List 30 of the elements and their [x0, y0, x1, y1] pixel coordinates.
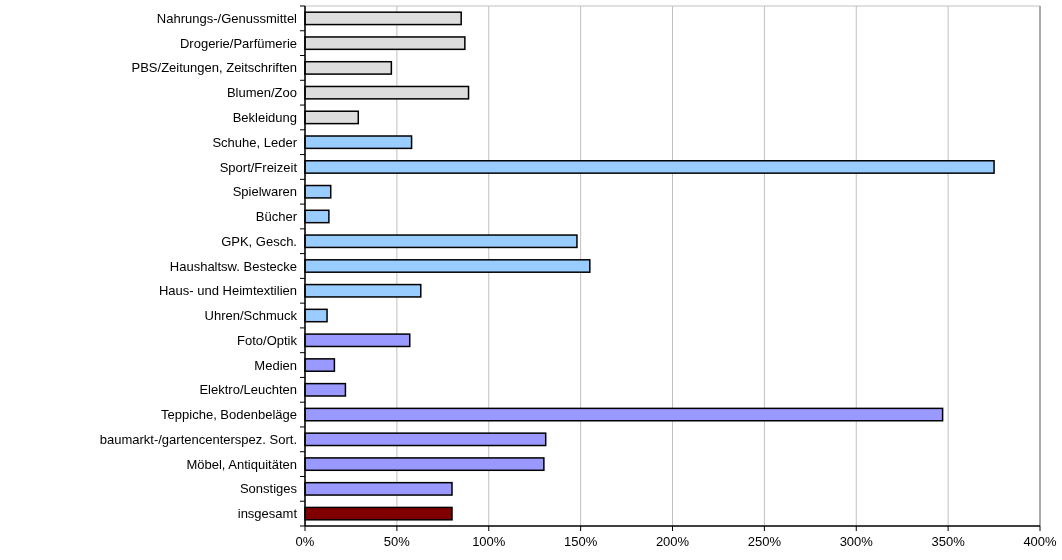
y-tick-label: Bekleidung [232, 109, 297, 125]
x-tick-label: 400% [1023, 534, 1058, 549]
y-tick-label: Nahrungs-/Genussmittel [156, 10, 298, 26]
y-tick-label: Elektro/Leuchten [199, 382, 297, 398]
x-tick-label: 350% [931, 534, 966, 549]
y-tick-label: Teppiche, Bodenbeläge [161, 407, 297, 423]
y-tick-label: Bücher [255, 209, 298, 225]
x-tick-label: 100% [472, 534, 506, 549]
y-tick-label: PBS/Zeitungen, Zeitschriften [131, 60, 297, 76]
x-tick-label: 200% [655, 534, 690, 549]
y-tick-label: Foto/Optik [237, 332, 298, 348]
y-tick-label: Schuhe, Leder [212, 134, 298, 150]
x-tick-label: 50% [383, 534, 411, 549]
x-tick-label: 300% [839, 534, 874, 549]
y-tick-label: Spielwaren [232, 184, 297, 200]
y-tick-label: Uhren/Schmuck [204, 308, 298, 324]
y-tick-label: Blumen/Zoo [226, 85, 297, 101]
y-tick-label: Sport/Freizeit [219, 159, 298, 175]
x-tick-label: 150% [564, 534, 598, 549]
y-tick-label: Haushaltsw. Bestecke [169, 258, 297, 274]
y-tick-label: Sonstiges [239, 481, 298, 497]
y-tick-label: Drogerie/Parfümerie [179, 35, 297, 51]
x-tick-label: 0% [295, 534, 315, 549]
x-tick-label: 250% [747, 534, 782, 549]
y-tick-label: insgesamt [237, 506, 298, 522]
y-tick-label: baumarkt-/gartencenterspez. Sort. [99, 431, 297, 447]
y-tick-label: Haus- und Heimtextilien [158, 283, 297, 299]
y-tick-label: GPK, Gesch. [221, 233, 297, 249]
y-tick-label: Medien [254, 357, 297, 373]
y-tick-label: Möbel, Antiquitäten [186, 456, 297, 472]
